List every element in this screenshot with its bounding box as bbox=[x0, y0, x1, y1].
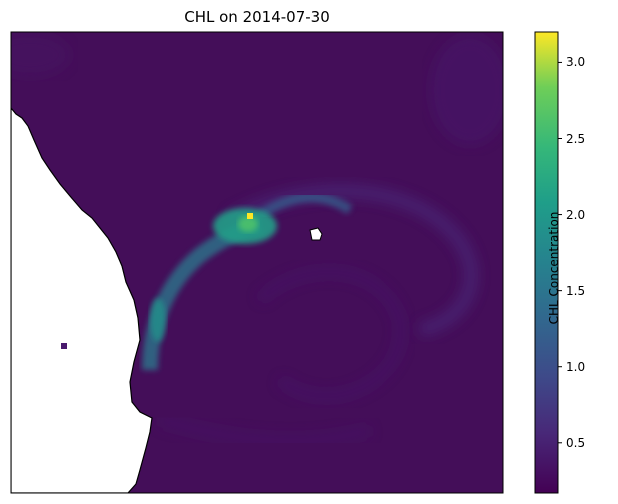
colorbar-gradient bbox=[535, 32, 558, 493]
colorbar-tick-label: 3.0 bbox=[566, 55, 586, 70]
colorbar-tick-label: 2.5 bbox=[566, 131, 586, 146]
chl-features bbox=[11, 33, 503, 447]
colorbar-tick-label: 1.5 bbox=[566, 283, 586, 298]
offshore-patch bbox=[430, 35, 503, 145]
land-mass bbox=[11, 107, 153, 493]
bloom-core bbox=[238, 216, 258, 232]
offshore-patch bbox=[11, 33, 70, 77]
island bbox=[309, 227, 323, 241]
bloom-filament bbox=[257, 192, 353, 220]
plot-frame bbox=[10, 31, 504, 494]
colorbar-label: CHL Concentration bbox=[547, 211, 561, 325]
colorbar-tick-label: 0.5 bbox=[566, 435, 586, 450]
colorbar-tick-label: 1.0 bbox=[566, 359, 586, 374]
eddy-ring bbox=[158, 414, 372, 447]
eddy-ring bbox=[256, 267, 406, 402]
colorbar-ticks bbox=[558, 61, 562, 444]
colorbar bbox=[534, 31, 562, 494]
coastal-filament bbox=[150, 298, 166, 342]
colorbar-tick-label: 2.0 bbox=[566, 207, 586, 222]
heatmap-field bbox=[11, 32, 503, 493]
colorbar-frame bbox=[534, 31, 559, 494]
inland-pixel bbox=[61, 343, 67, 349]
chart-title: CHL on 2014-07-30 bbox=[184, 8, 330, 26]
bloom-peak bbox=[247, 213, 253, 219]
